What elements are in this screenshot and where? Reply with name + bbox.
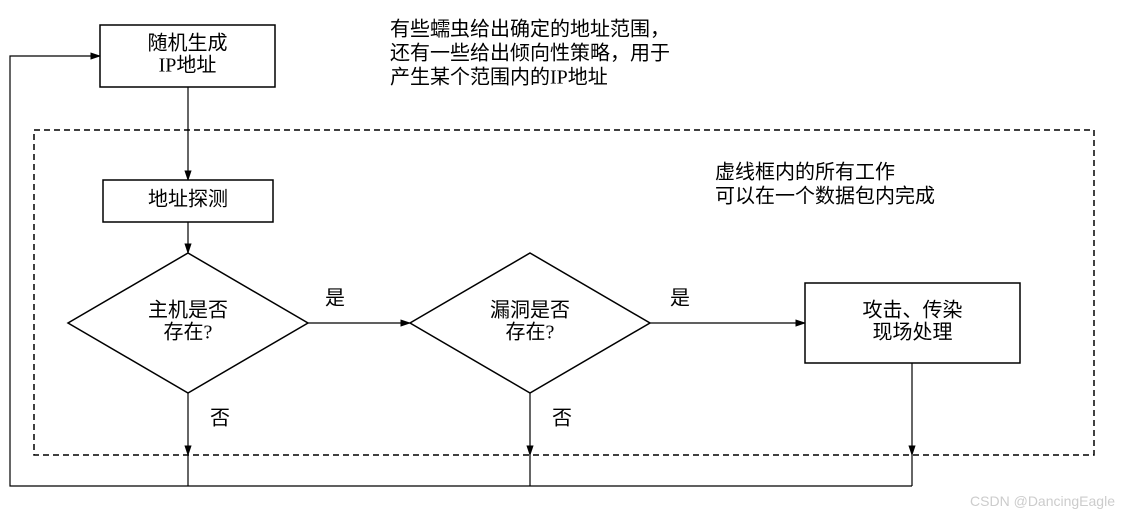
- annotation-dashed_note-line0: 虚线框内的所有工作: [715, 161, 895, 184]
- edge-label-vuln_yes: 是: [670, 288, 690, 310]
- node-vuln_exists-line1: 存在?: [506, 321, 555, 344]
- flowchart: 随机生成IP地址地址探测主机是否存在?漏洞是否存在?攻击、传染现场处理 是否是否…: [0, 0, 1127, 516]
- watermark-text: CSDN @DancingEagle: [970, 493, 1115, 509]
- node-vuln_exists: 漏洞是否存在?: [410, 253, 650, 393]
- annotations-group: 有些蠕虫给出确定的地址范围，还有一些给出倾向性策略，用于产生某个范围内的IP地址…: [390, 18, 935, 208]
- node-attack-line1: 现场处理: [873, 321, 953, 344]
- annotation-dashed_note: 虚线框内的所有工作可以在一个数据包内完成: [715, 161, 935, 208]
- node-vuln_exists-line0: 漏洞是否: [490, 299, 570, 322]
- annotation-dashed_note-line1: 可以在一个数据包内完成: [715, 185, 935, 208]
- node-generate-line0: 随机生成: [148, 32, 228, 55]
- node-generate-line1: IP地址: [159, 54, 217, 77]
- node-generate: 随机生成IP地址: [100, 25, 275, 87]
- edge-label-vuln_no: 否: [552, 408, 572, 430]
- node-host_exists-line1: 存在?: [164, 321, 213, 344]
- edge-label-host_yes: 是: [325, 288, 345, 310]
- node-host_exists-line0: 主机是否: [148, 299, 228, 322]
- node-attack-line0: 攻击、传染: [863, 299, 963, 322]
- node-probe: 地址探测: [103, 180, 273, 222]
- edge-label-host_no: 否: [210, 408, 230, 430]
- edges-group: [10, 56, 912, 486]
- annotation-top-line0: 有些蠕虫给出确定的地址范围，: [390, 18, 670, 41]
- annotation-top-line2: 产生某个范围内的IP地址: [390, 66, 608, 89]
- annotation-top-line1: 还有一些给出倾向性策略，用于: [390, 42, 670, 65]
- node-host_exists: 主机是否存在?: [68, 253, 308, 393]
- node-probe-line0: 地址探测: [148, 188, 228, 211]
- annotation-top: 有些蠕虫给出确定的地址范围，还有一些给出倾向性策略，用于产生某个范围内的IP地址: [390, 18, 670, 89]
- node-attack: 攻击、传染现场处理: [805, 283, 1020, 363]
